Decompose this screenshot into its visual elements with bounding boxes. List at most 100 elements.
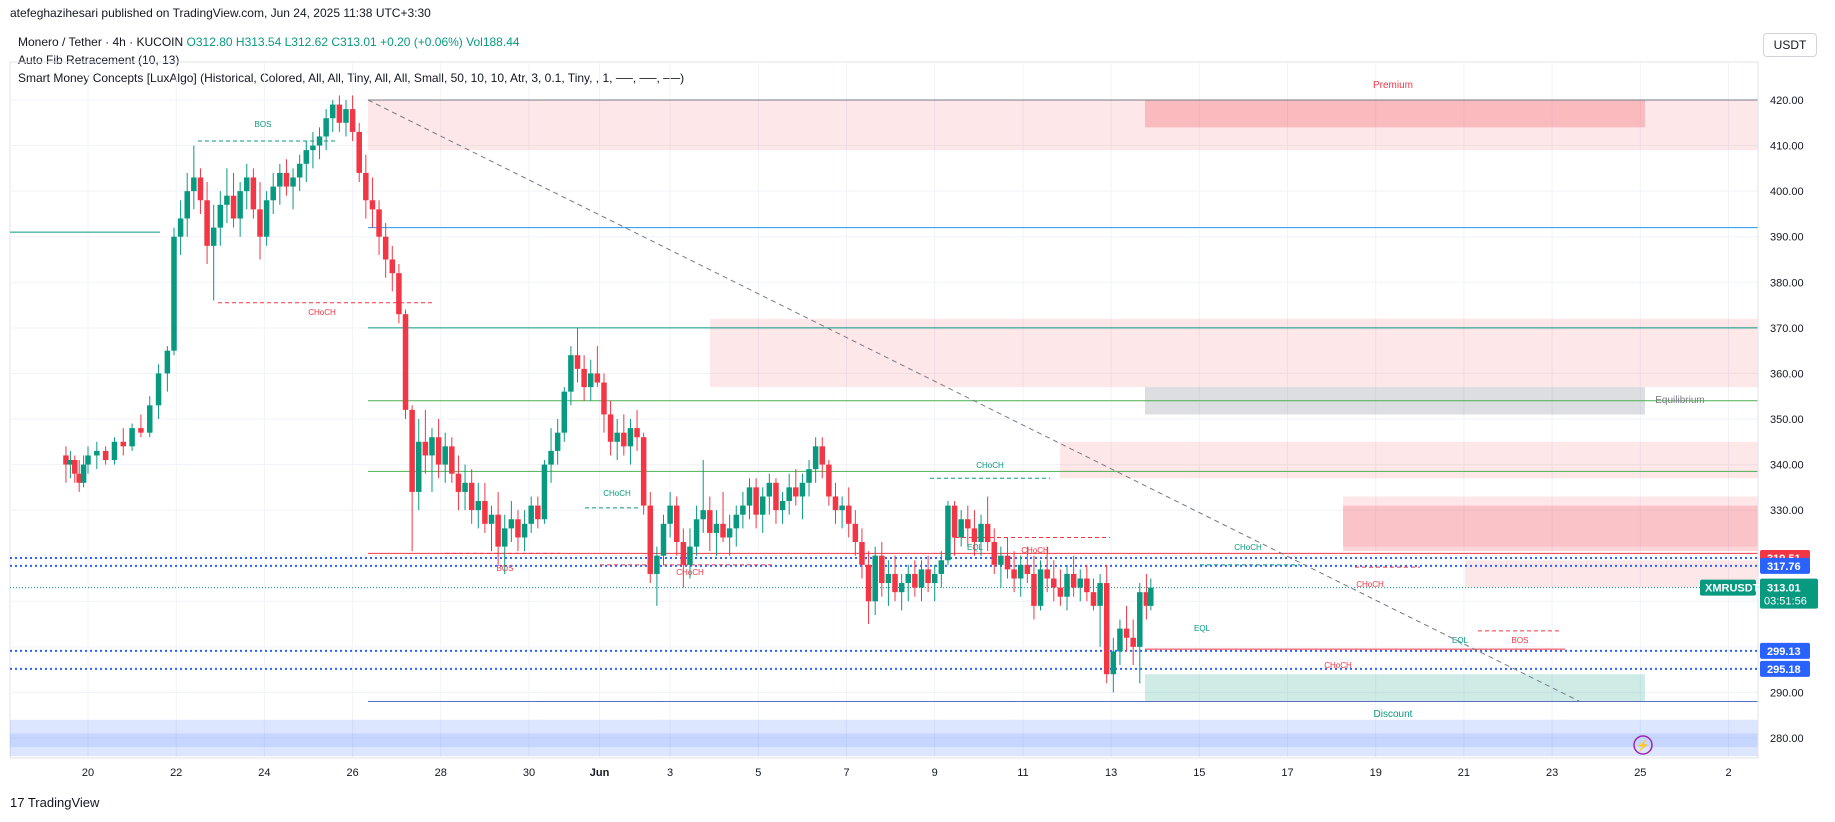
candle-up: [918, 569, 925, 588]
candle-up: [938, 560, 945, 574]
price-axis: 420.00 410.00 400.00 390.00 380.00 370.00 360.…: [1700, 62, 1818, 758]
published-line: atefeghazihesari published on TradingVie…: [10, 6, 431, 20]
candle-down: [773, 482, 779, 511]
candle-up: [1110, 651, 1117, 675]
time-tick-label: 9: [932, 767, 938, 779]
candle-up: [779, 501, 786, 511]
last-price-label: 313.01: [1767, 583, 1801, 595]
tradingview-logo: 17 TradingView: [10, 795, 99, 810]
candle-up: [541, 464, 548, 520]
candle-up: [568, 355, 574, 392]
price-tick-label: 380.00: [1770, 277, 1804, 289]
time-tick-label: 23: [1546, 767, 1558, 779]
price-tick-label: 340.00: [1770, 460, 1804, 472]
candle-down: [1084, 578, 1090, 593]
candle-down: [76, 473, 82, 483]
candle-up: [733, 514, 740, 529]
brand-name: TradingView: [27, 795, 100, 810]
candle-up: [155, 373, 162, 406]
candle-up: [303, 150, 310, 164]
currency-button[interactable]: USDT: [1763, 33, 1817, 57]
discount-zone: [1145, 674, 1645, 702]
candle-down: [409, 409, 415, 492]
candle-up: [945, 505, 951, 561]
candle-up: [1148, 587, 1154, 606]
candle-up: [1137, 592, 1143, 647]
candle-up: [693, 519, 700, 547]
price-tick-label: 390.00: [1770, 232, 1804, 244]
candle-down: [965, 519, 971, 529]
candle-down: [250, 177, 257, 210]
candle-up: [1064, 573, 1070, 597]
candle-up: [508, 519, 515, 529]
candle-up: [501, 528, 508, 547]
fib-band-blue-inner: [10, 733, 1758, 748]
candle-down: [369, 200, 376, 210]
time-tick-label: 7: [843, 767, 849, 779]
time-tick-label: 19: [1370, 767, 1382, 779]
candle-down: [204, 200, 210, 246]
candle-down: [892, 573, 898, 593]
price-tag-bg: [1760, 660, 1810, 677]
candle-down: [707, 510, 713, 533]
candle-up: [614, 432, 620, 442]
candle-down: [283, 172, 290, 187]
candle-up: [343, 109, 349, 123]
structure-label: CHoCH: [1234, 543, 1262, 552]
candle-up: [146, 405, 153, 433]
candle-up: [80, 464, 87, 483]
candle-up: [184, 191, 190, 219]
price-tick-label: 400.00: [1770, 186, 1804, 198]
candle-down: [865, 564, 872, 602]
smc-zones: [10, 100, 1758, 757]
candle-down: [879, 555, 885, 584]
indicator-fib-row[interactable]: Auto Fib Retracement (10, 13): [18, 53, 180, 67]
price-tick-label: 350.00: [1770, 414, 1804, 426]
candle-down: [230, 195, 237, 219]
candle-up: [310, 145, 316, 151]
candlestick-series: [63, 95, 1154, 693]
candle-up: [277, 172, 283, 187]
candle-down: [951, 505, 958, 538]
price-tick-label: 360.00: [1770, 368, 1804, 380]
countdown-label: 03:51:56: [1764, 596, 1807, 608]
candle-up: [766, 482, 773, 497]
price-tag-label: 317.76: [1767, 561, 1801, 573]
candle-down: [482, 501, 488, 524]
candle-down: [720, 523, 726, 538]
price-tick-label: 410.00: [1770, 141, 1804, 153]
candle-up: [998, 555, 1004, 565]
supply-zone-2: [1060, 441, 1758, 479]
price-tag-bg: [1760, 642, 1810, 659]
chart-legend: Monero / Tether · 4h · KUCOIN O312.80 H3…: [18, 33, 684, 87]
time-tick-label: 24: [258, 767, 270, 779]
candle-down: [819, 446, 826, 465]
indicator-smc-row[interactable]: Smart Money Concepts [LuxAlgo] (Historic…: [18, 71, 685, 85]
symbol-legend-row[interactable]: Monero / Tether · 4h · KUCOIN O312.80 H3…: [18, 33, 684, 51]
structure-labels: BOS CHoCH CHoCH BOS CHoCH CHoCH EQL CHoCH CHoCH E…: [255, 80, 1705, 720]
structure-label: CHoCH: [1021, 546, 1049, 555]
candle-up: [296, 163, 303, 178]
candle-down: [680, 542, 687, 565]
candle-up: [667, 505, 673, 524]
candle-down: [1070, 573, 1077, 588]
candle-down: [1103, 583, 1110, 675]
candle-down: [793, 487, 799, 497]
price-tick-label: 420.00: [1770, 95, 1804, 107]
candle-up: [1077, 578, 1083, 588]
candle-up: [561, 391, 568, 433]
candle-down: [971, 528, 978, 543]
candle-down: [455, 473, 462, 492]
candle-up: [786, 487, 792, 502]
equilibrium-label: Equilibrium: [1655, 395, 1704, 406]
symbol-name: Monero / Tether · 4h · KUCOIN: [18, 35, 184, 49]
ohlc-open: O312.80: [186, 35, 233, 49]
price-tick-label: 370.00: [1770, 323, 1804, 335]
candle-up: [905, 573, 912, 584]
candle-up: [1037, 569, 1044, 606]
candle-down: [1031, 573, 1037, 606]
candle-down: [859, 542, 865, 565]
candle-up: [475, 501, 482, 511]
candle-up: [627, 428, 634, 447]
